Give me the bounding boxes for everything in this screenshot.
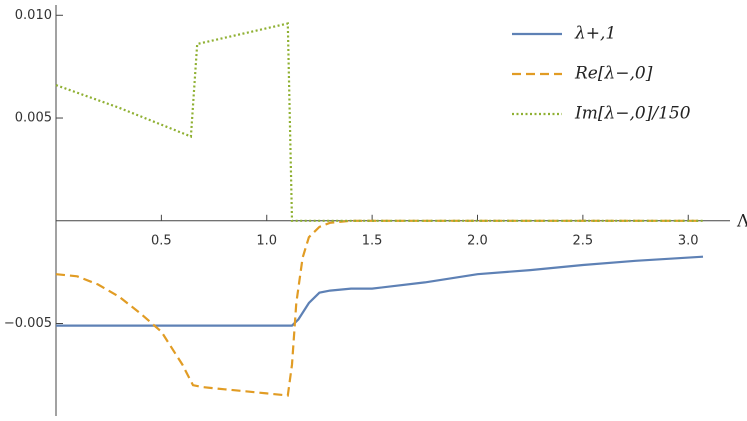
legend-label: Im[λ−,0]/150 <box>574 104 691 124</box>
x-tick-label: 1.0 <box>256 233 277 248</box>
x-tick-label: 1.5 <box>362 233 383 248</box>
x-tick-label: 2.5 <box>573 233 594 248</box>
legend-label: λ+,1 <box>574 24 616 44</box>
series-line <box>56 255 704 327</box>
x-tick-label: 2.0 <box>467 233 488 248</box>
x-tick-label: 3.0 <box>678 233 699 248</box>
y-tick-label: 0.010 <box>15 8 52 23</box>
legend-label: Re[λ−,0] <box>574 64 653 84</box>
series-line <box>55 219 703 397</box>
series-line <box>55 22 703 222</box>
y-tick-label: 0.005 <box>15 111 52 126</box>
x-axis-label: Λ <box>736 212 747 232</box>
x-tick-label: 0.5 <box>151 233 172 248</box>
y-tick-label: −0.005 <box>4 316 52 331</box>
